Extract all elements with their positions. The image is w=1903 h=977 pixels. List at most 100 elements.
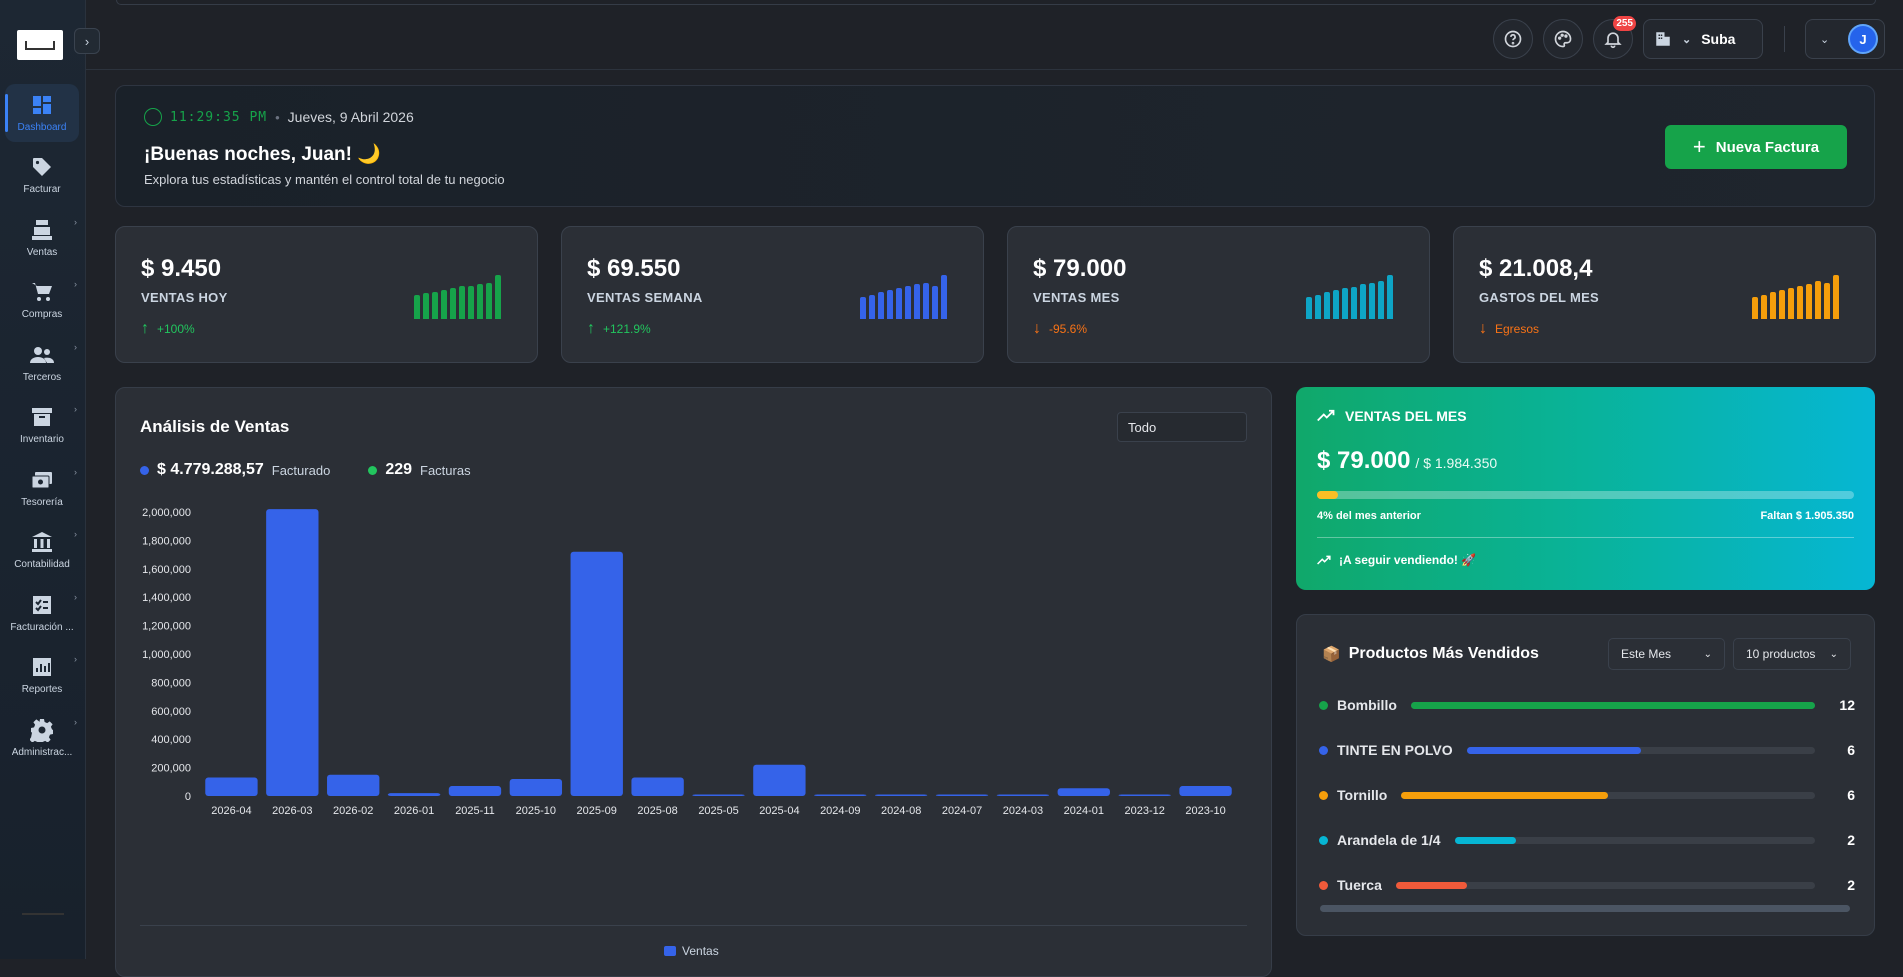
- goal-title: VENTAS DEL MES: [1345, 408, 1467, 424]
- chart-bar[interactable]: [692, 794, 745, 797]
- new-invoice-label: Nueva Factura: [1715, 138, 1820, 156]
- clock-time: 11:29:35 PM: [170, 109, 268, 125]
- sparkline-bar: [1761, 294, 1767, 319]
- sidebar-item-facturacion[interactable]: › Facturación ...: [5, 584, 79, 642]
- product-row[interactable]: Arandela de 1/4 2: [1319, 830, 1855, 850]
- chart-bar[interactable]: [1179, 786, 1232, 796]
- sidebar-item-label: Contabilidad: [14, 559, 70, 570]
- x-tick-label: 2025-11: [455, 805, 495, 817]
- company-selector[interactable]: ⌄ Suba: [1643, 19, 1763, 59]
- chart-bar[interactable]: [570, 551, 623, 796]
- sidebar-toggle-button[interactable]: ›: [74, 28, 100, 54]
- product-bar: [1401, 791, 1815, 799]
- sparkline-bar: [932, 285, 938, 319]
- cart-icon: [32, 283, 52, 301]
- chevron-right-icon: ›: [74, 592, 77, 602]
- stat-card-ventas-mes[interactable]: $ 79.000 VENTAS MES ↓ -95.6%: [1007, 226, 1430, 363]
- x-tick-label: 2025-09: [577, 805, 617, 817]
- sidebar-item-ventas[interactable]: › Ventas: [5, 209, 79, 267]
- chart-bar[interactable]: [509, 778, 563, 796]
- money-icon: [31, 472, 52, 489]
- goal-amount: $ 79.000: [1317, 447, 1411, 474]
- sparkline-bar: [923, 282, 929, 319]
- topbar-divider: [1784, 26, 1785, 52]
- help-button[interactable]: [1493, 19, 1533, 59]
- sidebar-item-compras[interactable]: › Compras: [5, 271, 79, 329]
- stat-label: VENTAS MES: [1033, 290, 1120, 305]
- product-row[interactable]: TINTE EN POLVO 6: [1319, 740, 1855, 760]
- sparkline-bar: [414, 294, 420, 319]
- chart-bar[interactable]: [205, 777, 258, 796]
- horizontal-scrollbar[interactable]: [1320, 905, 1850, 912]
- period-select[interactable]: Todo: [1117, 412, 1247, 442]
- sidebar-item-tesoreria[interactable]: › Tesorería: [5, 459, 79, 517]
- chart-bar[interactable]: [1118, 794, 1171, 797]
- total-billed: $ 4.779.288,57: [157, 461, 264, 478]
- user-menu-button[interactable]: ⌄ J: [1805, 19, 1885, 59]
- sidebar-item-terceros[interactable]: › Terceros: [5, 334, 79, 392]
- sparkline-bar: [1306, 297, 1312, 319]
- plus-icon: +: [1692, 134, 1706, 159]
- goal-message-row: ¡A seguir vendiendo! 🚀: [1317, 553, 1476, 567]
- palette-button[interactable]: [1543, 19, 1583, 59]
- chart-bar[interactable]: [266, 509, 319, 796]
- bell-icon: [1604, 32, 1622, 49]
- clock-row: 11:29:35 PM • Jueves, 9 Abril 2026: [144, 108, 414, 126]
- sparkline-bar: [1387, 275, 1393, 319]
- chart-legend[interactable]: Ventas: [664, 944, 719, 958]
- building-icon: [1656, 32, 1670, 46]
- chart-bar[interactable]: [327, 774, 380, 796]
- arrow-up-icon: ↑: [141, 320, 149, 337]
- stat-card-gastos-mes[interactable]: $ 21.008,4 GASTOS DEL MES ↓ Egresos: [1453, 226, 1876, 363]
- x-tick-label: 2026-01: [394, 805, 434, 817]
- chart-bar[interactable]: [874, 794, 928, 797]
- new-invoice-button[interactable]: + Nueva Factura: [1665, 125, 1847, 169]
- sales-analysis-card: Análisis de Ventas Todo $ 4.779.288,57 F…: [115, 387, 1272, 977]
- product-name: Tornillo: [1337, 787, 1388, 803]
- chart-bar[interactable]: [996, 794, 1050, 797]
- y-tick-label: 1,200,000: [142, 621, 191, 633]
- divider: [140, 925, 1247, 926]
- chevron-right-icon: ›: [74, 217, 77, 227]
- notification-count-badge: 255: [1613, 16, 1636, 31]
- chart-bar[interactable]: [1057, 788, 1110, 796]
- chart-bar[interactable]: [753, 764, 806, 796]
- sidebar: Dashboard Facturar › Ventas › Compras › …: [0, 0, 86, 959]
- stat-card-ventas-hoy[interactable]: $ 9.450 VENTAS HOY ↑ +100%: [115, 226, 538, 363]
- sidebar-item-reportes[interactable]: › Reportes: [5, 646, 79, 704]
- product-row[interactable]: Tornillo 6: [1319, 785, 1855, 805]
- sidebar-item-label: Reportes: [21, 684, 63, 695]
- stat-change-text: Egresos: [1495, 322, 1540, 336]
- chart-bar[interactable]: [631, 777, 684, 796]
- sidebar-item-inventario[interactable]: › Inventario: [5, 396, 79, 454]
- product-bar: [1410, 701, 1815, 709]
- stat-change: ↑ +100%: [141, 320, 195, 338]
- card-title: 📦 Productos Más Vendidos: [1322, 645, 1539, 663]
- x-tick-label: 2025-08: [637, 805, 677, 817]
- legend-label: Ventas: [682, 944, 719, 958]
- products-period-select[interactable]: Este Mes ⌄: [1608, 638, 1725, 670]
- top-frame-line: [116, 0, 1876, 5]
- sparkline-bar: [1779, 289, 1785, 319]
- sidebar-item-facturar[interactable]: Facturar: [5, 146, 79, 204]
- package-icon: 📦: [1322, 646, 1341, 663]
- sidebar-item-administracion[interactable]: › Administrac...: [5, 709, 79, 767]
- stat-value: $ 9.450: [141, 255, 222, 282]
- people-icon: [30, 347, 54, 363]
- chart-bar[interactable]: [387, 793, 441, 796]
- notifications-button[interactable]: 255: [1593, 16, 1636, 59]
- stat-card-ventas-semana[interactable]: $ 69.550 VENTAS SEMANA ↑ +121.9%: [561, 226, 984, 363]
- arrow-down-icon: ↓: [1479, 320, 1487, 337]
- sidebar-item-contabilidad[interactable]: › Contabilidad: [5, 521, 79, 579]
- product-row[interactable]: Tuerca 2: [1319, 875, 1855, 895]
- chart-bar[interactable]: [935, 794, 989, 797]
- products-count-select[interactable]: 10 productos ⌄: [1733, 638, 1851, 670]
- sidebar-item-dashboard[interactable]: Dashboard: [5, 84, 79, 142]
- stat-change: ↓ -95.6%: [1033, 320, 1087, 338]
- chart-bar[interactable]: [814, 794, 867, 797]
- company-logo[interactable]: [17, 30, 63, 60]
- product-row[interactable]: Bombillo 12: [1319, 695, 1855, 715]
- sparkline-bar: [432, 291, 438, 319]
- chart-bar[interactable]: [448, 786, 502, 796]
- legend-dot: [368, 465, 378, 475]
